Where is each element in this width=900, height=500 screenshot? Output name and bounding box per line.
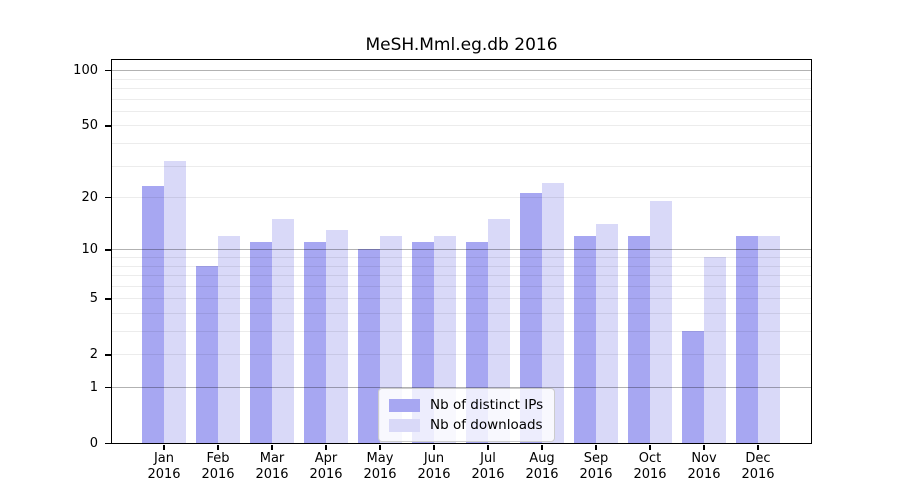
bar-downloads [325, 229, 348, 443]
x-tick [595, 444, 597, 450]
y-tick-label: 5 [89, 290, 98, 306]
gridline-minor [111, 88, 811, 89]
x-tick [541, 444, 543, 450]
x-tick [271, 444, 273, 450]
legend-label: Nb of distinct IPs [430, 397, 544, 413]
gridline-minor [111, 331, 811, 332]
legend-label: Nb of downloads [430, 417, 543, 433]
gridline-major [111, 387, 811, 388]
bar-downloads [163, 160, 186, 443]
x-tick [217, 444, 219, 450]
gridline-minor [111, 110, 811, 112]
y-tick [104, 354, 111, 356]
bar-distinct-ips [627, 235, 650, 443]
x-tick [379, 444, 381, 450]
y-tick-label: 100 [73, 62, 98, 78]
y-tick-label: 1 [89, 379, 98, 395]
gridline-minor [111, 265, 811, 267]
bar-distinct-ips [249, 242, 272, 443]
bar-distinct-ips [735, 235, 758, 443]
gridline-major [111, 70, 811, 72]
x-tick [649, 444, 651, 450]
gridline-minor [111, 257, 811, 258]
x-tick-label: Dec 2016 [741, 451, 775, 482]
gridline-minor [111, 165, 811, 167]
x-tick-label: Feb 2016 [201, 451, 235, 482]
y-tick-label: 0 [89, 435, 98, 451]
y-tick-label: 50 [81, 117, 98, 133]
x-tick-label: Jul 2016 [471, 451, 505, 482]
bar-distinct-ips [303, 242, 326, 443]
y-tick [104, 442, 111, 445]
bar-downloads [757, 235, 780, 443]
x-tick [487, 444, 489, 450]
y-tick-label: 20 [81, 189, 98, 205]
x-tick-label: May 2016 [363, 451, 397, 482]
gridline-minor [111, 354, 811, 356]
y-tick [104, 125, 111, 127]
gridline-minor [111, 98, 811, 100]
bar-downloads [217, 235, 240, 443]
x-tick-label: Aug 2016 [525, 451, 559, 482]
gridline-minor [111, 285, 811, 287]
bar-distinct-ips [681, 331, 704, 443]
x-tick-label: Apr 2016 [309, 451, 343, 482]
plot-area [110, 58, 812, 444]
bar-distinct-ips [195, 265, 218, 443]
x-tick [433, 444, 435, 450]
legend-item: Nb of distinct IPs [389, 395, 543, 415]
y-tick-label: 10 [81, 241, 98, 257]
legend-item: Nb of downloads [389, 415, 543, 435]
legend-swatch-downloads [389, 418, 420, 432]
bar-downloads [595, 224, 618, 443]
x-tick [325, 444, 327, 450]
x-tick-label: Jan 2016 [147, 451, 181, 482]
y-tick [104, 298, 111, 300]
bar-downloads [649, 201, 672, 443]
bar-distinct-ips [519, 193, 542, 443]
x-tick-label: Sep 2016 [579, 451, 613, 482]
legend: Nb of distinct IPs Nb of downloads [378, 388, 556, 442]
x-tick [757, 444, 759, 450]
legend-swatch-distinct-ips [389, 398, 420, 412]
x-tick [163, 444, 165, 450]
gridline-minor [111, 197, 811, 199]
gridline-minor [111, 143, 811, 144]
x-tick-label: Nov 2016 [687, 451, 721, 482]
y-tick [104, 386, 111, 389]
bar-downloads [703, 257, 726, 443]
bar-distinct-ips [141, 186, 164, 443]
y-tick [104, 249, 111, 251]
x-tick-label: Oct 2016 [633, 451, 667, 482]
bar-distinct-ips [357, 249, 380, 443]
gridline-minor [111, 78, 811, 80]
gridline-minor [111, 125, 811, 127]
gridline-minor [111, 275, 811, 276]
gridline-minor [111, 313, 811, 314]
x-tick-label: Jun 2016 [417, 451, 451, 482]
x-tick [703, 444, 705, 450]
y-tick [104, 196, 111, 199]
x-tick-label: Mar 2016 [255, 451, 289, 482]
bar-downloads [487, 219, 510, 443]
bar-distinct-ips [573, 235, 596, 443]
y-tick-label: 2 [89, 346, 98, 362]
y-tick [104, 69, 111, 72]
bar-downloads [541, 183, 564, 443]
chart-title: MeSH.Mml.eg.db 2016 [365, 35, 558, 55]
bar-downloads [271, 219, 294, 443]
gridline-minor [111, 298, 811, 300]
gridline-major [111, 249, 811, 251]
